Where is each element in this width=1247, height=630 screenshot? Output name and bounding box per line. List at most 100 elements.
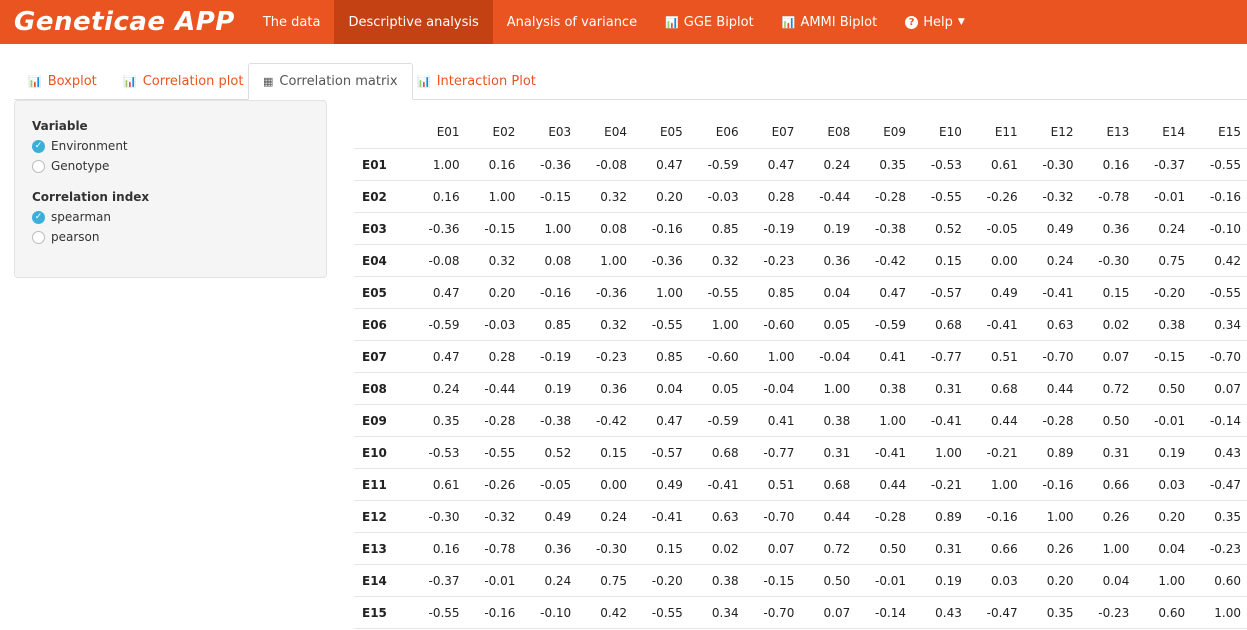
table-cell: -0.15 [1135,340,1192,373]
table-cell: -0.26 [967,180,1024,213]
radio-checked-icon: ✓ [32,139,45,153]
tab-boxplot-label: Boxplot [47,73,97,89]
table-cell: 0.00 [967,244,1024,277]
table-cell: 0.85 [744,276,801,309]
nav-analysis-of-variance[interactable]: Analysis of variance [493,0,651,44]
table-cell: 0.49 [967,276,1024,309]
table-cell: 0.50 [800,564,857,597]
radio-environment[interactable]: ✓ Environment [32,136,309,156]
table-cell: -0.57 [912,276,968,309]
nav-help[interactable]: ? Help ▼ [891,0,979,44]
table-cell: 0.52 [521,436,578,469]
table-cell: 0.31 [800,436,857,469]
table-cell: 0.44 [800,500,857,533]
column-header: E01 [409,116,466,149]
table-cell: -0.44 [800,180,857,213]
table-row: E09 0.35 -0.28 -0.38 -0.42 0.47 -0.59 0.41 0.38 1… [354,404,1247,437]
table-body: E01 1.00 0.16 -0.36 -0.08 0.47 -0.59 0.47 0.24 0.… [354,148,1247,629]
table-cell: -0.30 [1023,148,1080,181]
table-cell: -0.37 [409,564,466,597]
table-cell: 0.51 [744,468,801,501]
table-cell: 0.75 [1135,244,1192,277]
table-cell: 0.05 [688,372,745,405]
tab-correlation-matrix[interactable]: ▦ Correlation matrix [248,63,413,100]
table-cell: -0.16 [465,596,522,629]
radio-spearman[interactable]: ✓ spearman [32,207,309,227]
tab-boxplot[interactable]: 📊 Boxplot [14,63,111,99]
nav-the-data[interactable]: The data [249,0,335,44]
table-cell: 0.38 [800,404,857,437]
table-cell: 0.08 [577,212,634,245]
bar-chart-icon: 📊 [417,74,431,88]
table-cell: 0.85 [633,340,689,373]
bar-chart-icon: 📊 [781,15,796,29]
table-cell: -0.15 [465,212,522,245]
row-header: E04 [354,244,410,277]
table-cell: 0.35 [856,148,913,181]
table-cell: -0.55 [633,308,689,341]
table-cell: -0.36 [577,276,634,309]
radio-spearman-label: spearman [51,210,111,224]
table-cell: 0.24 [1023,244,1080,277]
table-cell: -0.47 [1191,468,1247,501]
table-cell: -0.55 [409,596,466,629]
table-cell: 0.38 [856,372,913,405]
correlation-matrix-table: E01 E02 E03 E04 E05 E06 E07 E08 E09 E10 E11 E12 E13 E… [354,116,1247,629]
radio-pearson[interactable]: pearson [32,227,309,247]
table-row: E04 -0.08 0.32 0.08 1.00 -0.36 0.32 -0.23 0.36 -0… [354,244,1247,277]
table-cell: 0.36 [521,532,578,565]
radio-checked-icon: ✓ [32,210,45,224]
column-header: E11 [967,116,1024,149]
table-cell: 1.00 [521,212,578,245]
table-cell: -0.53 [912,148,968,181]
row-header: E02 [354,180,410,213]
row-header: E05 [354,276,410,309]
column-header: E07 [744,116,801,149]
table-cell: -0.16 [1023,468,1080,501]
table-cell: 1.00 [1135,564,1192,597]
nav-descriptive-analysis-label: Descriptive analysis [348,14,479,30]
table-cell: -0.70 [1023,340,1080,373]
table-cell: -0.44 [465,372,522,405]
table-row: E11 0.61 -0.26 -0.05 0.00 0.49 -0.41 0.51 0.68 0.… [354,468,1247,501]
table-cell: 0.47 [856,276,913,309]
table-cell: 0.44 [967,404,1024,437]
table-row: E13 0.16 -0.78 0.36 -0.30 0.15 0.02 0.07 0.72 0.5… [354,532,1247,565]
radio-unchecked-icon [32,159,45,173]
table-cell: -0.59 [856,308,913,341]
table-cell: -0.36 [521,148,578,181]
tab-interaction-plot[interactable]: 📊 Interaction Plot [403,63,550,99]
table-cell: 0.66 [967,532,1024,565]
table-cell: -0.41 [688,468,745,501]
column-header: E10 [912,116,968,149]
table-cell: -0.37 [1135,148,1192,181]
tab-correlation-plot[interactable]: 📊 Correlation plot [109,63,257,99]
nav-ammi-biplot-label: AMMI Biplot [800,14,878,30]
table-row: E03 -0.36 -0.15 1.00 0.08 -0.16 0.85 -0.19 0.19-… [354,212,1247,245]
table-cell: 0.41 [856,340,913,373]
table-cell: 0.24 [521,564,578,597]
table-cell: 1.00 [1079,532,1136,565]
table-cell: 0.75 [577,564,634,597]
table-cell: -0.41 [912,404,968,437]
row-header: E13 [354,532,410,565]
row-header: E10 [354,436,410,469]
table-cell: 0.04 [633,372,689,405]
table-cell: 1.00 [856,404,913,437]
radio-genotype[interactable]: Genotype [32,156,309,176]
column-header: E08 [800,116,857,149]
tab-interaction-plot-label: Interaction Plot [436,73,536,89]
nav-ammi-biplot[interactable]: 📊 AMMI Biplot [768,0,891,44]
nav-gge-biplot[interactable]: 📊 GGE Biplot [651,0,768,44]
table-cell: 0.50 [856,532,913,565]
table-cell: 0.07 [744,532,801,565]
correlation-index-label: Correlation index [32,190,150,204]
table-cell: 0.19 [912,564,968,597]
table-cell: 1.00 [633,276,689,309]
column-header: E13 [1079,116,1136,149]
tab-correlation-matrix-label: Correlation matrix [279,74,398,89]
table-cell: -0.01 [1135,180,1192,213]
table-cell: 0.47 [744,148,801,181]
nav-descriptive-analysis[interactable]: Descriptive analysis [334,0,493,44]
app-brand[interactable]: Geneticae APP [14,7,235,37]
